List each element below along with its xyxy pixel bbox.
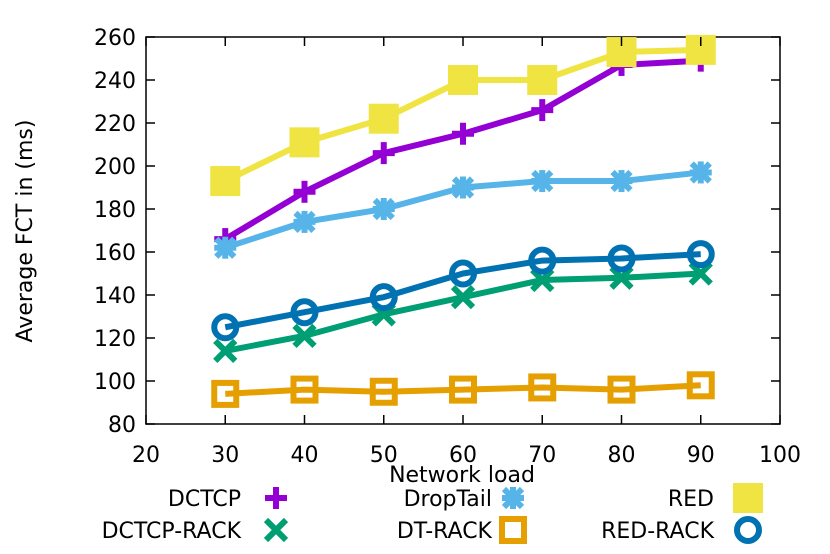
data-point [530, 267, 555, 293]
data-point [211, 379, 240, 408]
data-point [452, 122, 474, 145]
data-point [607, 375, 636, 404]
data-point [293, 210, 316, 234]
x-tick-label: 50 [370, 443, 398, 468]
legend-item-red: RED [668, 483, 763, 513]
series-dt-rack [211, 371, 715, 408]
legend-item-dt-rack: DT-RACK [397, 516, 527, 544]
data-point [689, 161, 712, 184]
data-point [527, 65, 558, 95]
series-red [210, 34, 716, 197]
x-tick-label: 40 [291, 443, 319, 468]
x-tick-label: 90 [687, 443, 715, 468]
y-tick-label: 180 [94, 198, 136, 223]
legend-marker [734, 516, 762, 544]
legend-label: DCTCP [168, 487, 241, 512]
data-point [289, 127, 320, 158]
legend-marker [733, 483, 763, 513]
legend-item-dctcp: DCTCP [168, 487, 287, 512]
data-point [213, 338, 238, 364]
legend-item-droptail: DropTail [404, 486, 525, 512]
data-point [369, 377, 398, 406]
y-tick-label: 160 [94, 241, 136, 266]
data-point [214, 236, 237, 259]
y-tick-label: 260 [94, 26, 136, 51]
data-point [290, 298, 319, 327]
legend-marker [265, 487, 287, 509]
data-point [210, 166, 241, 197]
legend-label: RED-RACK [601, 519, 714, 544]
data-point [686, 240, 715, 269]
x-tick-label: 20 [132, 443, 160, 468]
y-tick-label: 140 [94, 284, 136, 309]
legend-marker [263, 517, 289, 543]
data-point [688, 261, 713, 286]
x-tick-label: 100 [759, 443, 801, 468]
x-axis-label: Network load [389, 463, 535, 488]
y-tick-label: 240 [94, 69, 136, 94]
y-axis-label: Average FCT in (ms) [13, 120, 38, 343]
data-point [531, 99, 554, 122]
series-droptail [214, 161, 712, 259]
series-red-rack [211, 240, 715, 342]
data-point [290, 375, 319, 404]
y-tick-label: 80 [108, 413, 136, 438]
data-point [609, 265, 634, 290]
data-point [449, 375, 477, 404]
x-tick-label: 80 [608, 443, 636, 468]
axes-layer: 80 100 120 140 160 180 200 220 240 260 20 30 40 50 60 7… [94, 26, 801, 468]
legend-label: DropTail [404, 487, 492, 512]
series-line [224, 251, 701, 331]
data-point [369, 283, 398, 312]
legend: DCTCP DropTail RED DCTCP-RACK DT-RACK RED-RAC… [102, 483, 763, 544]
x-tick-label: 60 [449, 443, 477, 468]
x-tick-label: 30 [211, 443, 239, 468]
data-point [531, 169, 554, 193]
series-dctcp-rack [213, 261, 713, 364]
legend-label: DT-RACK [397, 519, 493, 544]
series-layer [210, 34, 716, 408]
legend-item-dctcp-rack: DCTCP-RACK [102, 517, 289, 544]
data-point [372, 197, 395, 221]
y-tick-label: 120 [94, 327, 136, 352]
data-point [448, 65, 478, 95]
data-point [293, 180, 316, 203]
data-point [686, 371, 715, 400]
legend-marker [499, 516, 527, 544]
data-point [610, 169, 633, 193]
data-point [607, 244, 636, 273]
y-tick-label: 100 [94, 370, 136, 395]
data-point [211, 313, 240, 342]
data-point [368, 103, 399, 134]
y-tick-label: 220 [94, 112, 136, 137]
data-point [449, 259, 477, 288]
legend-label: RED [668, 487, 714, 512]
data-point [292, 323, 317, 348]
data-point [450, 285, 476, 310]
legend-marker [501, 486, 525, 510]
legend-item-red-rack: RED-RACK [601, 516, 762, 544]
legend-label: DCTCP-RACK [102, 519, 242, 544]
x-tick-label: 70 [528, 443, 556, 468]
series-line [225, 382, 701, 397]
y-tick-label: 200 [94, 155, 136, 180]
data-point [528, 373, 557, 402]
data-point [528, 246, 557, 275]
data-point [372, 142, 395, 165]
data-point [451, 176, 475, 199]
